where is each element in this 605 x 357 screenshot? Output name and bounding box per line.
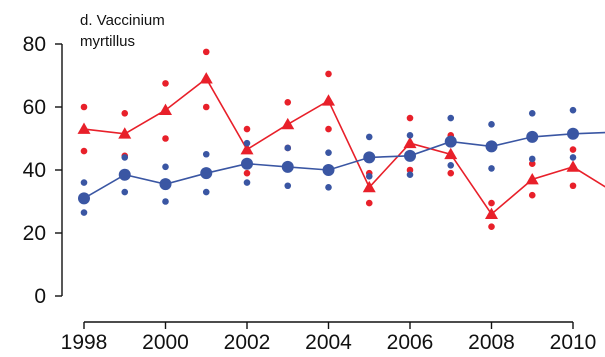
series-0-mean-point-2009 (525, 172, 539, 185)
series-1-lower-point-2000 (162, 198, 169, 205)
series-1-lower-point-2002 (243, 179, 251, 186)
series-0-lower-point-2000 (162, 135, 169, 142)
series-0-mean-point-2000 (159, 103, 172, 116)
series-1-mean-point-2001 (200, 167, 213, 180)
series-1-lower-point-2004 (325, 184, 332, 191)
series-0-lower-point-2009 (528, 191, 536, 199)
series-0-mean-point-2004 (322, 94, 335, 106)
x-tick-label-2002: 2002 (224, 331, 271, 354)
series-0-lower-point-2008 (488, 223, 495, 230)
series-1-lower-point-2005 (365, 173, 373, 180)
series-1-mean-point-2008 (485, 140, 498, 153)
series-1-upper-point-2005 (365, 133, 373, 141)
series-0-upper-point-2001 (202, 48, 210, 56)
data-marks (77, 48, 605, 230)
series-1-upper-point-2001 (202, 150, 210, 158)
x-tick-label-1998: 1998 (61, 331, 108, 354)
series-1-lower-point-1999 (121, 188, 129, 196)
series-0-upper-point-1999 (121, 110, 129, 117)
series-1-lower-point-2010 (569, 154, 577, 161)
series-0-mean-point-2007 (444, 147, 458, 160)
series-1-upper-point-2000 (162, 163, 169, 171)
series-0-upper-point-2008 (488, 199, 495, 207)
series-1-mean-point-2003 (281, 160, 294, 173)
series-0-lower-point-1998 (80, 147, 88, 155)
y-tick-label-40: 40 (23, 159, 46, 182)
y-tick-label-80: 80 (23, 33, 46, 56)
series-1-line (83, 131, 605, 199)
x-tick-label-2000: 2000 (142, 331, 189, 354)
series-0-lower-point-2010 (569, 182, 577, 190)
series-1 (78, 106, 605, 216)
series-0-lower-point-2002 (243, 169, 251, 177)
series-0 (77, 48, 605, 230)
series-0-mean-point-2010 (566, 160, 580, 172)
series-0-lower-point-2001 (202, 103, 210, 111)
series-0-upper-point-2010 (569, 146, 577, 153)
series-1-upper-point-2007 (447, 114, 455, 122)
series-0-upper-point-1998 (80, 103, 88, 111)
series-0-mean-point-1998 (77, 122, 91, 134)
series-1-mean-point-2007 (444, 135, 457, 148)
series-0-mean-point-2002 (240, 143, 254, 155)
series-1-mean-point-2006 (404, 149, 416, 162)
panel-title-line-2: myrtillus (80, 33, 135, 50)
series-1-lower-point-1998 (80, 209, 88, 216)
series-1-lower-point-2008 (488, 165, 495, 172)
series-1-lower-point-2003 (284, 182, 292, 190)
series-0-mean-point-2003 (281, 117, 295, 130)
series-1-upper-point-1999 (121, 154, 129, 161)
series-1-upper-point-2010 (569, 106, 577, 114)
series-1-mean-point-2009 (526, 130, 539, 143)
y-tick-label-20: 20 (23, 222, 46, 245)
series-0-upper-point-2009 (528, 160, 536, 167)
series-0-upper-point-2003 (284, 98, 292, 106)
series-1-upper-point-2002 (243, 139, 251, 147)
series-0-mean-point-1999 (118, 127, 132, 139)
series-0-lower-point-2004 (325, 125, 332, 133)
series-1-lower-point-2007 (447, 161, 455, 169)
series-0-lower-point-2005 (365, 199, 373, 207)
series-1-upper-point-2004 (325, 149, 332, 156)
series-0-mean-point-2006 (403, 136, 417, 149)
series-1-mean-point-2005 (363, 151, 376, 164)
series-1-mean-point-2002 (241, 157, 253, 170)
series-0-mean-point-2005 (362, 180, 376, 193)
series-1-upper-point-2006 (406, 132, 414, 139)
panel-title-line-1: d. Vaccinium (80, 12, 165, 29)
series-0-mean-point-2001 (199, 72, 213, 84)
series-1-lower-point-2001 (202, 188, 210, 196)
series-1-upper-point-1998 (80, 179, 88, 186)
series-0-upper-point-2000 (162, 80, 169, 87)
x-tick-label-2004: 2004 (305, 331, 352, 354)
series-1-upper-point-2008 (488, 121, 495, 128)
series-1-mean-point-1999 (118, 168, 131, 181)
y-tick-label-60: 60 (23, 96, 46, 119)
series-0-lower-point-2006 (406, 166, 414, 174)
series-0-mean-point-2008 (485, 207, 498, 219)
x-tick-label-2006: 2006 (387, 331, 434, 354)
series-1-mean-point-2000 (159, 178, 172, 191)
series-1-mean-point-2010 (567, 127, 579, 140)
x-tick-label-2008: 2008 (468, 331, 515, 354)
series-1-lower-point-2009 (528, 155, 536, 163)
series-0-upper-point-2004 (325, 70, 332, 78)
series-1-upper-point-2009 (528, 110, 536, 117)
series-1-upper-point-2003 (284, 144, 292, 152)
y-tick-label-0: 0 (34, 285, 46, 308)
series-1-mean-point-1998 (78, 192, 90, 205)
series-0-line (83, 77, 605, 216)
series-0-upper-point-2006 (406, 114, 414, 122)
series-1-lower-point-2006 (406, 171, 414, 179)
series-1-mean-point-2004 (322, 164, 335, 176)
x-tick-label-2010: 2010 (550, 331, 597, 354)
series-0-upper-point-2002 (243, 125, 251, 133)
axes: 1998 2000 2002 2004 2006 2008 2010 0 20 40 60 80 (23, 33, 597, 354)
series-0-lower-point-2007 (447, 169, 455, 177)
